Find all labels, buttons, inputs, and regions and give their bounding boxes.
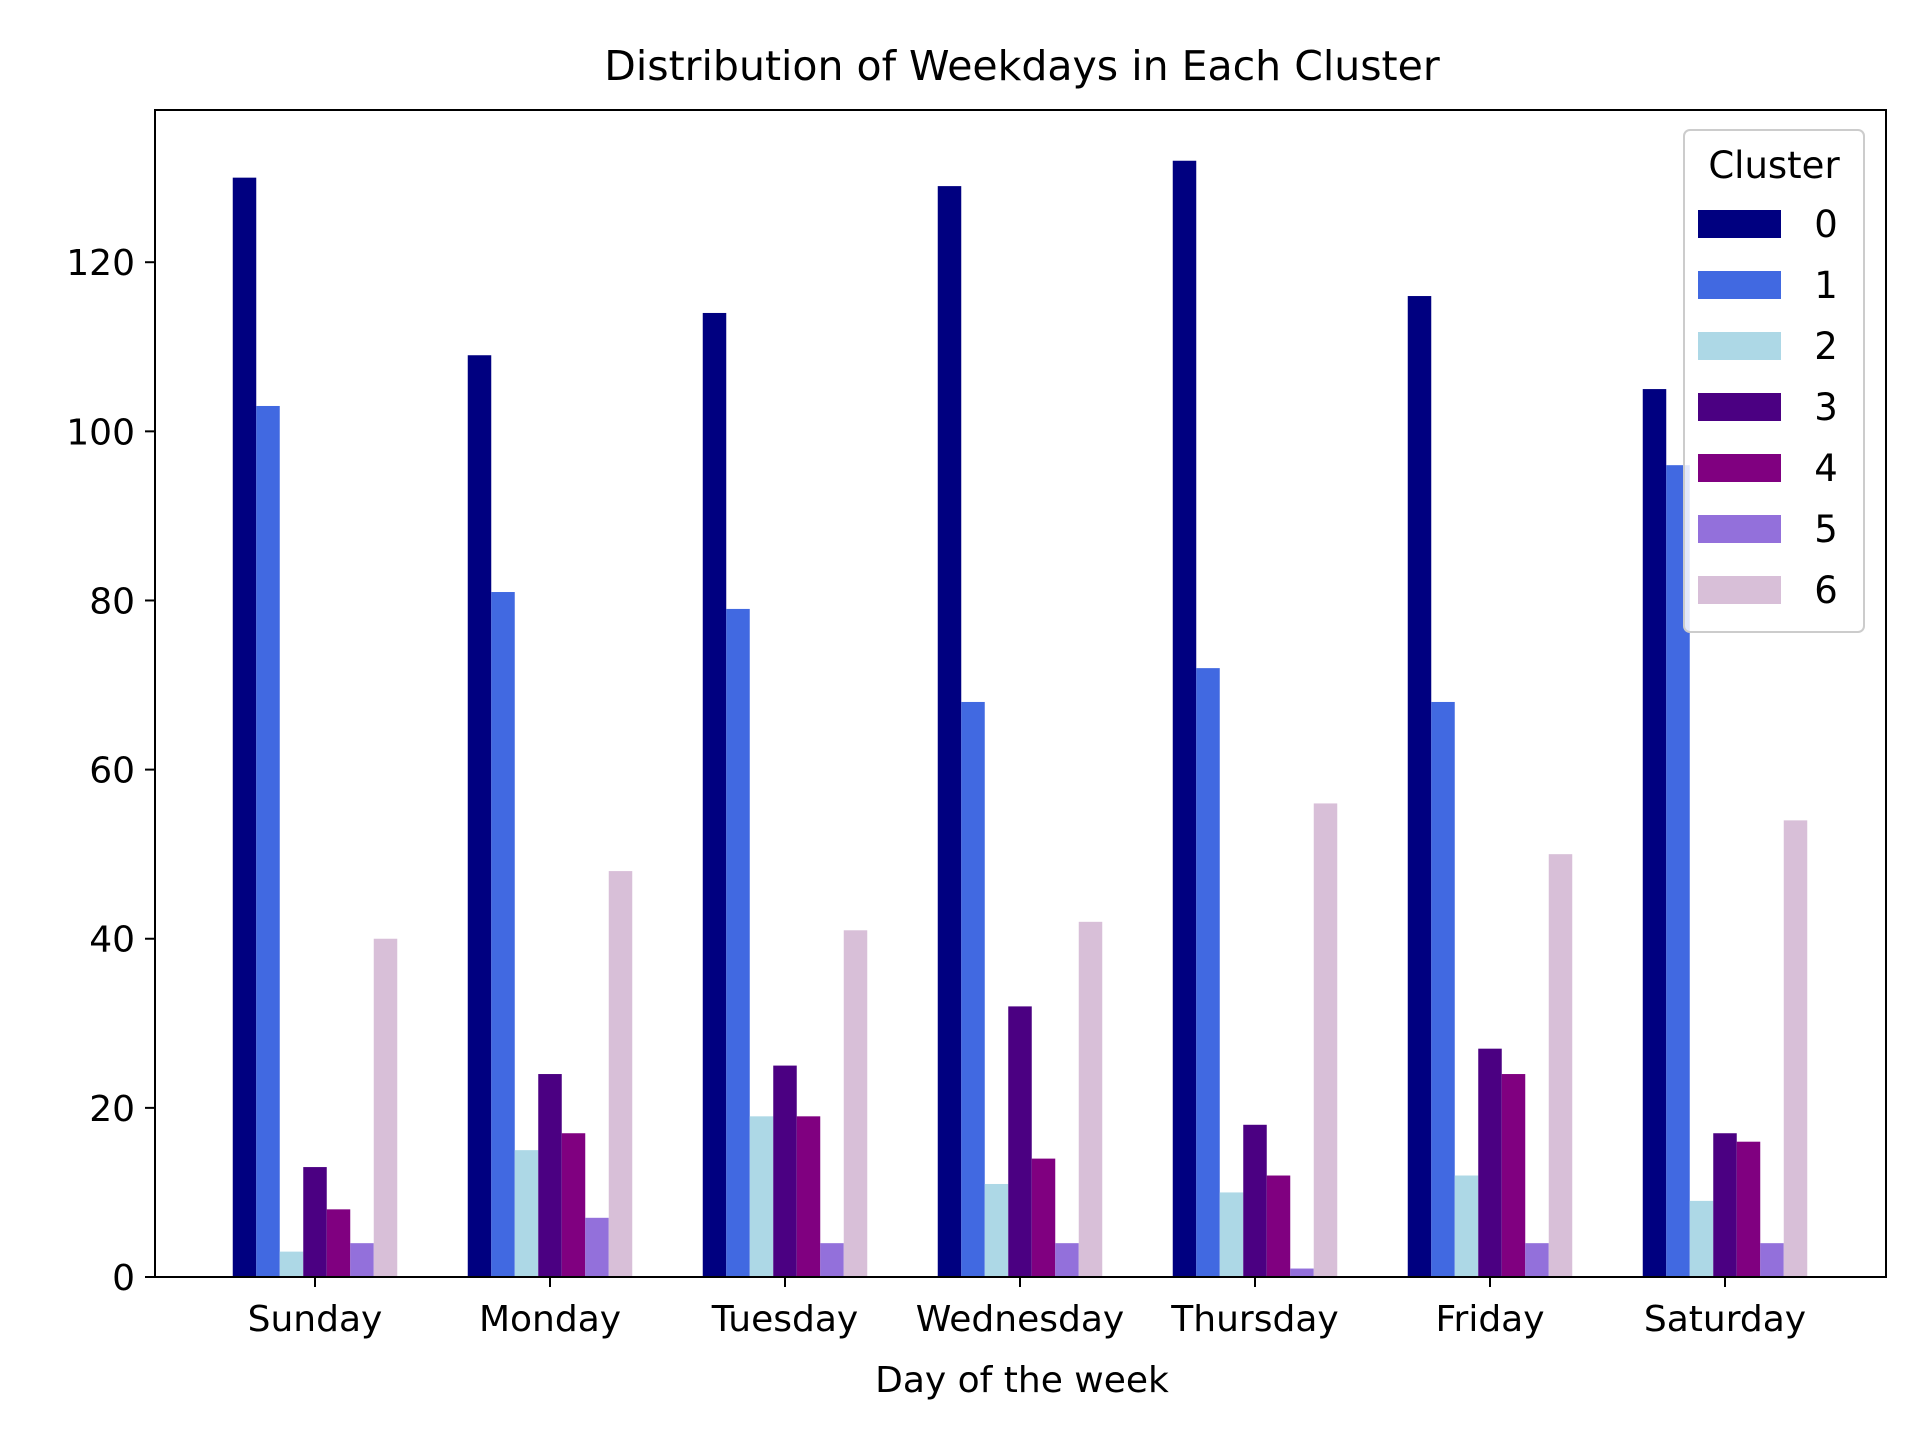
y-tick-label: 120 (66, 243, 135, 284)
y-tick-label: 60 (89, 751, 135, 792)
bar-wednesday-cluster-2 (984, 1183, 1009, 1277)
bar-friday-cluster-4 (1501, 1074, 1526, 1277)
legend-label-cluster-4: 4 (1814, 447, 1838, 490)
legend-label-cluster-5: 5 (1814, 508, 1838, 551)
bar-wednesday-cluster-3 (1008, 1006, 1032, 1277)
legend-items: 0 1 2 3 4 5 6 (1698, 203, 1838, 612)
bar-sunday-cluster-1 (256, 405, 280, 1278)
bar-sunday-cluster-4 (326, 1209, 351, 1277)
legend-label-cluster-6: 6 (1814, 569, 1838, 612)
bar-wednesday-cluster-5 (1055, 1243, 1079, 1277)
y-tick-label: 40 (89, 920, 135, 961)
bar-monday-cluster-5 (585, 1217, 609, 1277)
legend-swatch-cluster-3 (1698, 393, 1781, 421)
bar-saturday-cluster-1 (1666, 465, 1690, 1277)
bar-thursday-cluster-0 (1172, 160, 1197, 1278)
legend: Cluster 0 1 2 3 4 5 6 (1683, 129, 1865, 633)
legend-title: Cluster (1708, 144, 1840, 187)
bar-thursday-cluster-6 (1313, 803, 1338, 1277)
bar-friday-cluster-6 (1548, 854, 1573, 1277)
bar-saturday-cluster-5 (1760, 1243, 1784, 1277)
bar-friday-cluster-3 (1478, 1048, 1502, 1277)
bar-sunday-cluster-6 (373, 938, 398, 1277)
bar-monday-cluster-6 (608, 871, 633, 1277)
bar-sunday-cluster-2 (279, 1251, 304, 1277)
bar-tuesday-cluster-2 (749, 1116, 774, 1277)
x-tick-label: Sunday (248, 1299, 383, 1340)
x-tick-label: Tuesday (711, 1299, 858, 1340)
legend-swatch-cluster-4 (1698, 454, 1781, 482)
bar-thursday-cluster-4 (1266, 1175, 1291, 1277)
y-tick-label: 100 (66, 412, 135, 453)
legend-label-cluster-0: 0 (1814, 203, 1838, 246)
chart-title: Distribution of Weekdays in Each Cluster (604, 42, 1440, 90)
bar-saturday-cluster-0 (1642, 389, 1667, 1277)
x-tick-label: Wednesday (916, 1299, 1124, 1340)
bar-sunday-cluster-5 (350, 1243, 374, 1277)
bar-saturday-cluster-2 (1689, 1200, 1714, 1277)
bar-wednesday-cluster-0 (937, 186, 962, 1278)
bar-sunday-cluster-0 (232, 177, 257, 1277)
bar-wednesday-cluster-6 (1078, 921, 1103, 1277)
bar-friday-cluster-5 (1525, 1243, 1549, 1277)
bar-monday-cluster-4 (561, 1133, 586, 1277)
y-axis: 0 20 40 60 80 100 120 (66, 243, 155, 1299)
bar-thursday-cluster-5 (1290, 1268, 1314, 1277)
legend-swatch-cluster-1 (1698, 271, 1781, 299)
legend-label-cluster-1: 1 (1814, 264, 1838, 307)
y-tick-label: 80 (89, 581, 135, 622)
bar-saturday-cluster-6 (1783, 820, 1808, 1277)
bars-group (232, 160, 1808, 1278)
bar-tuesday-cluster-6 (843, 930, 868, 1277)
bar-tuesday-cluster-3 (773, 1065, 797, 1277)
y-tick-label: 0 (112, 1258, 135, 1299)
bar-wednesday-cluster-4 (1031, 1158, 1056, 1277)
bar-saturday-cluster-4 (1736, 1141, 1761, 1277)
x-tick-label: Thursday (1170, 1299, 1338, 1340)
bar-friday-cluster-1 (1431, 701, 1455, 1277)
x-tick-label: Monday (479, 1299, 621, 1340)
x-tick-label: Friday (1435, 1299, 1544, 1340)
bar-wednesday-cluster-1 (961, 701, 985, 1277)
bar-monday-cluster-2 (514, 1150, 539, 1277)
bar-monday-cluster-1 (491, 592, 515, 1277)
bar-tuesday-cluster-4 (796, 1116, 821, 1277)
legend-swatch-cluster-6 (1698, 576, 1781, 604)
x-axis-label: Day of the week (875, 1360, 1169, 1401)
x-tick-label: Saturday (1644, 1299, 1806, 1340)
x-axis: Sunday Monday Tuesday Wednesday Thursday Frid… (248, 1277, 1806, 1340)
bar-friday-cluster-2 (1454, 1175, 1479, 1277)
bar-tuesday-cluster-1 (726, 608, 750, 1277)
bar-saturday-cluster-3 (1713, 1133, 1737, 1277)
legend-swatch-cluster-2 (1698, 332, 1781, 360)
bar-thursday-cluster-3 (1243, 1124, 1267, 1277)
bar-friday-cluster-0 (1407, 296, 1432, 1277)
legend-swatch-cluster-0 (1698, 210, 1781, 238)
bar-thursday-cluster-2 (1219, 1192, 1244, 1277)
legend-swatch-cluster-5 (1698, 515, 1781, 543)
bar-monday-cluster-0 (467, 355, 492, 1277)
bar-monday-cluster-3 (538, 1074, 562, 1277)
legend-label-cluster-2: 2 (1814, 325, 1838, 368)
bar-thursday-cluster-1 (1196, 668, 1220, 1277)
legend-label-cluster-3: 3 (1814, 386, 1838, 429)
legend-frame (1683, 129, 1865, 633)
bar-tuesday-cluster-5 (820, 1243, 844, 1277)
y-tick-label: 20 (89, 1089, 135, 1130)
bar-sunday-cluster-3 (303, 1167, 327, 1277)
bar-tuesday-cluster-0 (702, 312, 727, 1278)
